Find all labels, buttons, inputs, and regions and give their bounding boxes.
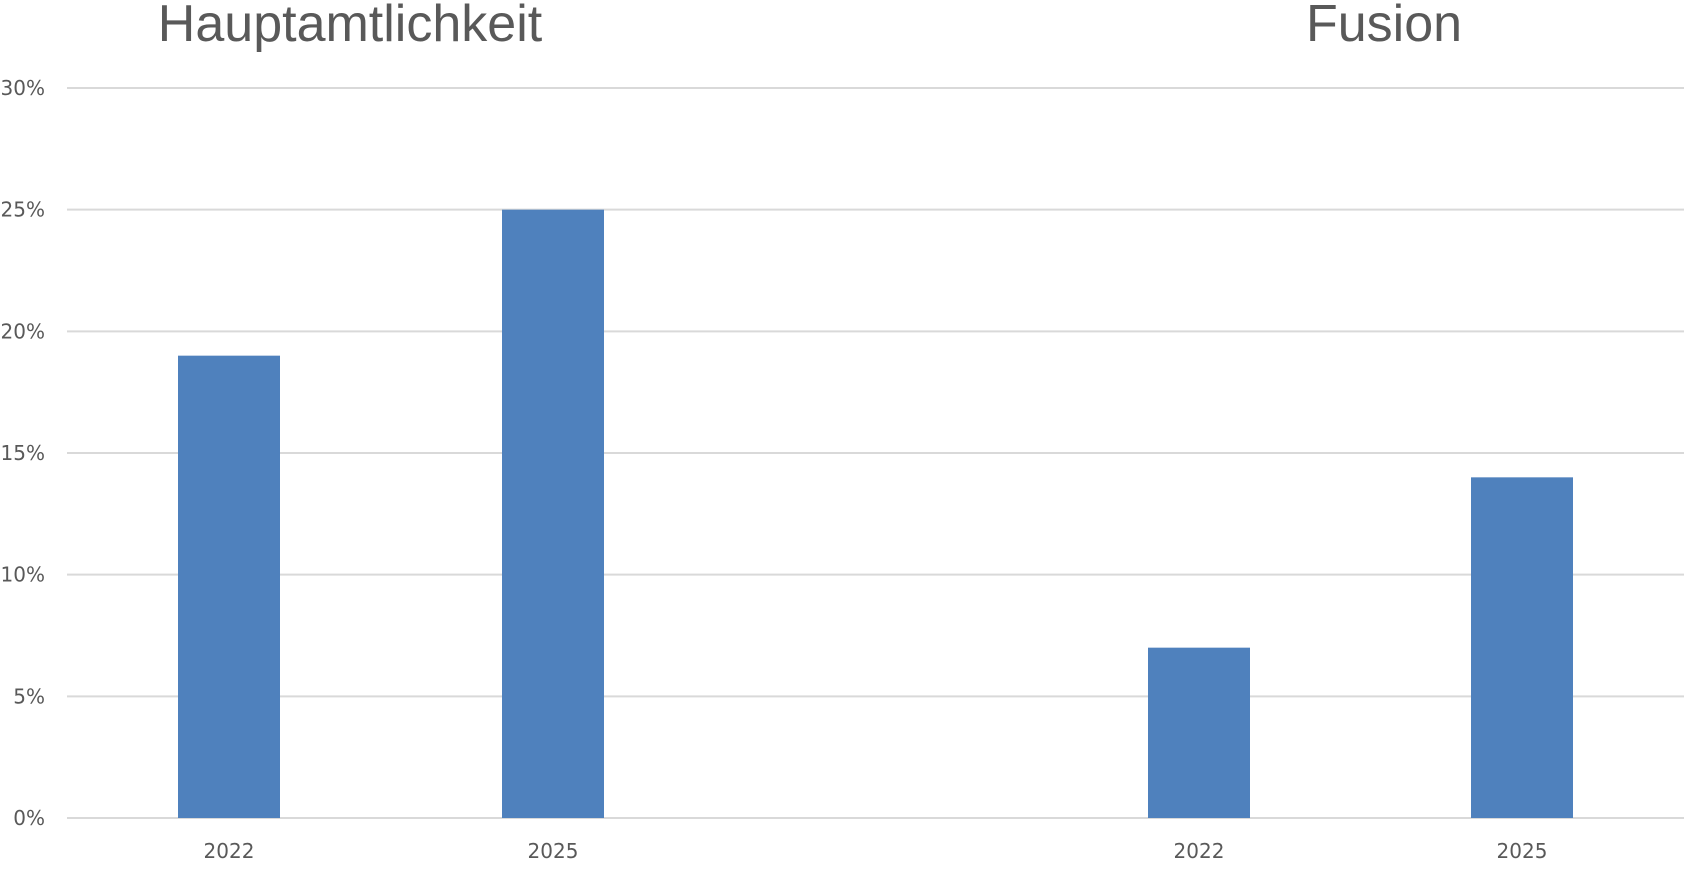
- x-tick-label: 2025: [528, 839, 579, 863]
- bar: [502, 209, 604, 818]
- y-tick-label: 15%: [1, 441, 45, 465]
- y-tick-label: 5%: [13, 684, 45, 708]
- bar: [178, 355, 280, 818]
- group-title-hauptamtlichkeit: Hauptamtlichkeit: [157, 0, 543, 53]
- y-tick-label: 25%: [1, 198, 45, 222]
- group-title-fusion: Fusion: [1305, 0, 1463, 53]
- x-tick-label: 2022: [204, 839, 255, 863]
- x-tick-label: 2022: [1174, 839, 1225, 863]
- x-tick-label: 2025: [1497, 839, 1548, 863]
- y-tick-label: 10%: [1, 563, 45, 587]
- y-tick-label: 30%: [1, 76, 45, 100]
- bar: [1471, 477, 1573, 818]
- y-tick-label: 20%: [1, 319, 45, 343]
- bar: [1148, 647, 1250, 818]
- y-tick-label: 0%: [13, 806, 45, 830]
